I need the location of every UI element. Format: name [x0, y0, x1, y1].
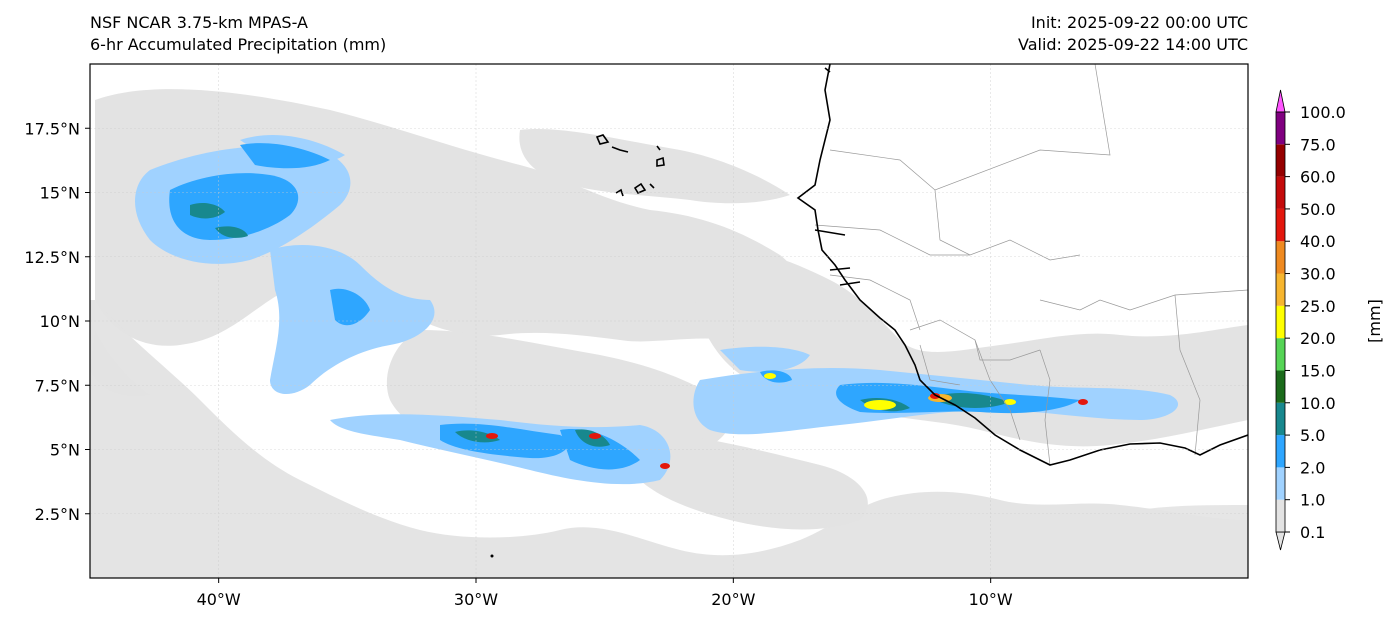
header-left: NSF NCAR 3.75-km MPAS-A 6-hr Accumulated… [90, 12, 386, 56]
valid-time: Valid: 2025-09-22 14:00 UTC [1017, 35, 1248, 54]
colorbar-level-label: 0.1 [1300, 523, 1325, 542]
colorbar-extend-high [1275, 89, 1286, 113]
colorbar-unit-label: [mm] [1365, 299, 1384, 343]
colorbar-level-label: 75.0 [1300, 135, 1336, 154]
colorbar-level-label: 15.0 [1300, 361, 1336, 380]
lat-tick-label: 5°N [50, 441, 80, 460]
colorbar-frame [1275, 111, 1286, 533]
latitude-axis: 2.5°N 5°N 7.5°N 10°N 12.5°N 15°N 17.5°N [24, 119, 90, 524]
colorbar-level-label: 30.0 [1300, 265, 1336, 284]
gridlines [90, 64, 1248, 578]
island-marker [490, 554, 494, 558]
colorbar-segment [1276, 273, 1285, 306]
colorbar-segment [1276, 402, 1285, 436]
longitude-axis: 40°W 30°W 20°W 10°W [197, 578, 1013, 609]
colorbar-segment [1276, 370, 1285, 403]
colorbar-level-label: 10.0 [1300, 394, 1336, 413]
colorbar-segment [1276, 241, 1285, 274]
colorbar-segment [1276, 499, 1285, 532]
lat-tick-label: 12.5°N [24, 248, 80, 267]
field-title: 6-hr Accumulated Precipitation (mm) [90, 35, 387, 54]
colorbar-level-label: 60.0 [1300, 168, 1336, 187]
colorbar-segment [1276, 467, 1285, 500]
colorbar-level-label: 40.0 [1300, 232, 1336, 251]
colorbar-level-label: 100.0 [1300, 103, 1346, 122]
colorbar-segment [1276, 176, 1285, 209]
lon-tick-label: 20°W [711, 590, 755, 609]
lat-tick-label: 17.5°N [24, 119, 80, 138]
init-time: Init: 2025-09-22 00:00 UTC [1030, 13, 1248, 32]
coastline [595, 64, 1248, 466]
lon-tick-label: 10°W [969, 590, 1013, 609]
colorbar-segment [1276, 208, 1285, 242]
lon-tick-label: 40°W [197, 590, 241, 609]
colorbar-level-label: 2.0 [1300, 458, 1325, 477]
colorbar-level-label: 25.0 [1300, 297, 1336, 316]
colorbar-segment [1276, 144, 1285, 177]
colorbar-segment [1276, 305, 1285, 339]
country-borders [814, 64, 1248, 466]
lat-tick-label: 15°N [40, 184, 80, 203]
model-title: NSF NCAR 3.75-km MPAS-A [90, 13, 308, 32]
colorbar-level-label: 50.0 [1300, 200, 1336, 219]
colorbar-segment [1276, 435, 1285, 468]
lat-tick-label: 2.5°N [35, 505, 80, 524]
colorbar-level-label: 1.0 [1300, 491, 1325, 510]
colorbar-level-label: 20.0 [1300, 329, 1336, 348]
colorbar: 0.1 1.0 2.0 5.0 10.0 15.0 20.0 25.0 30.0 40.0 50.0… [1275, 89, 1346, 551]
lat-tick-label: 7.5°N [35, 376, 80, 395]
lon-tick-label: 30°W [454, 590, 498, 609]
colorbar-extend-low [1275, 531, 1286, 551]
lat-tick-label: 10°N [40, 312, 80, 331]
colorbar-segment [1276, 112, 1285, 145]
colorbar-level-label: 5.0 [1300, 426, 1325, 445]
header-right: Init: 2025-09-22 00:00 UTC Valid: 2025-0… [1018, 12, 1248, 56]
colorbar-segment [1276, 338, 1285, 371]
